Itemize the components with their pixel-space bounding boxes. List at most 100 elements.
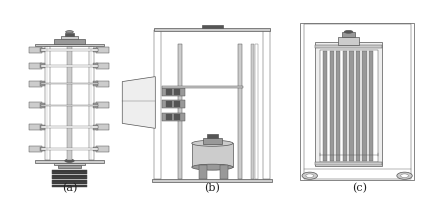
- Bar: [41, 65, 98, 66]
- Bar: [320, 50, 378, 162]
- Bar: [61, 36, 78, 39]
- Bar: [199, 165, 207, 179]
- Bar: [52, 182, 87, 184]
- Bar: [93, 103, 98, 108]
- Bar: [35, 160, 104, 163]
- Bar: [35, 44, 104, 46]
- Bar: [255, 44, 258, 179]
- Bar: [329, 51, 334, 161]
- Bar: [96, 102, 109, 108]
- Bar: [41, 83, 98, 85]
- Bar: [304, 24, 411, 179]
- Bar: [40, 147, 45, 151]
- Bar: [54, 163, 85, 165]
- Bar: [162, 86, 243, 88]
- Text: (a): (a): [62, 183, 78, 193]
- Polygon shape: [122, 77, 155, 128]
- Bar: [343, 51, 347, 161]
- Ellipse shape: [397, 172, 412, 179]
- Bar: [40, 125, 45, 130]
- Bar: [166, 89, 172, 95]
- Text: (b): (b): [204, 183, 221, 193]
- Bar: [363, 51, 367, 161]
- Bar: [41, 105, 98, 106]
- Ellipse shape: [192, 164, 233, 170]
- Bar: [369, 51, 373, 161]
- Bar: [52, 180, 87, 182]
- Bar: [45, 46, 50, 160]
- Bar: [202, 25, 223, 28]
- Bar: [174, 114, 180, 120]
- Bar: [178, 44, 182, 179]
- Bar: [52, 185, 87, 187]
- Ellipse shape: [66, 31, 73, 33]
- Bar: [29, 102, 42, 108]
- Bar: [93, 63, 98, 68]
- Bar: [52, 172, 87, 174]
- Bar: [207, 134, 218, 138]
- Text: (c): (c): [352, 183, 367, 193]
- Bar: [96, 124, 109, 130]
- Bar: [203, 138, 222, 144]
- Bar: [349, 51, 353, 161]
- Bar: [323, 51, 327, 161]
- Bar: [96, 63, 109, 69]
- Bar: [356, 51, 360, 161]
- Bar: [152, 179, 272, 182]
- Bar: [65, 33, 74, 36]
- Bar: [263, 30, 270, 179]
- Bar: [154, 28, 270, 31]
- Ellipse shape: [65, 159, 74, 162]
- Bar: [93, 81, 98, 86]
- Bar: [342, 32, 355, 37]
- Bar: [40, 63, 45, 68]
- Bar: [96, 47, 109, 53]
- Bar: [96, 81, 109, 87]
- Ellipse shape: [306, 174, 314, 178]
- Bar: [96, 146, 109, 152]
- Bar: [67, 46, 72, 160]
- Bar: [40, 48, 45, 52]
- Bar: [162, 113, 185, 121]
- Bar: [41, 148, 98, 150]
- Bar: [220, 165, 228, 179]
- Bar: [338, 37, 360, 45]
- Bar: [93, 125, 98, 130]
- Bar: [162, 100, 185, 108]
- Bar: [52, 177, 87, 179]
- Bar: [166, 101, 172, 107]
- Bar: [154, 30, 161, 179]
- Bar: [54, 39, 85, 44]
- Bar: [29, 81, 42, 87]
- Bar: [174, 89, 180, 95]
- Ellipse shape: [192, 140, 233, 146]
- Bar: [174, 101, 180, 107]
- Ellipse shape: [302, 172, 317, 179]
- Bar: [300, 23, 414, 180]
- Bar: [93, 147, 98, 151]
- Bar: [238, 44, 242, 179]
- Bar: [89, 46, 94, 160]
- Bar: [52, 175, 87, 177]
- Bar: [29, 124, 42, 130]
- Ellipse shape: [401, 174, 408, 178]
- Bar: [162, 88, 185, 96]
- Bar: [29, 146, 42, 152]
- Bar: [192, 143, 233, 167]
- Bar: [40, 81, 45, 86]
- Bar: [40, 103, 45, 108]
- Bar: [29, 47, 42, 53]
- Bar: [315, 42, 382, 166]
- Bar: [336, 51, 341, 161]
- Bar: [93, 48, 98, 52]
- Bar: [315, 162, 382, 165]
- Bar: [166, 114, 172, 120]
- Bar: [251, 44, 254, 179]
- Bar: [41, 49, 98, 51]
- Bar: [58, 165, 81, 168]
- Bar: [29, 63, 42, 69]
- Bar: [52, 170, 87, 172]
- Bar: [315, 45, 382, 48]
- Bar: [41, 127, 98, 128]
- Ellipse shape: [344, 30, 353, 33]
